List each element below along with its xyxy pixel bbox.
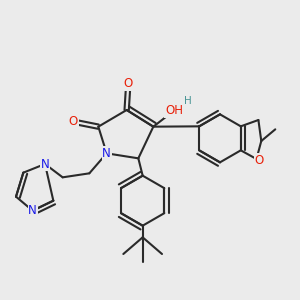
Text: N: N	[102, 147, 111, 160]
Text: O: O	[69, 115, 78, 128]
Text: N: N	[28, 204, 37, 217]
Text: O: O	[124, 77, 133, 90]
Text: N: N	[40, 158, 50, 170]
Text: H: H	[184, 96, 192, 106]
Text: OH: OH	[165, 104, 183, 117]
Text: O: O	[254, 154, 264, 166]
